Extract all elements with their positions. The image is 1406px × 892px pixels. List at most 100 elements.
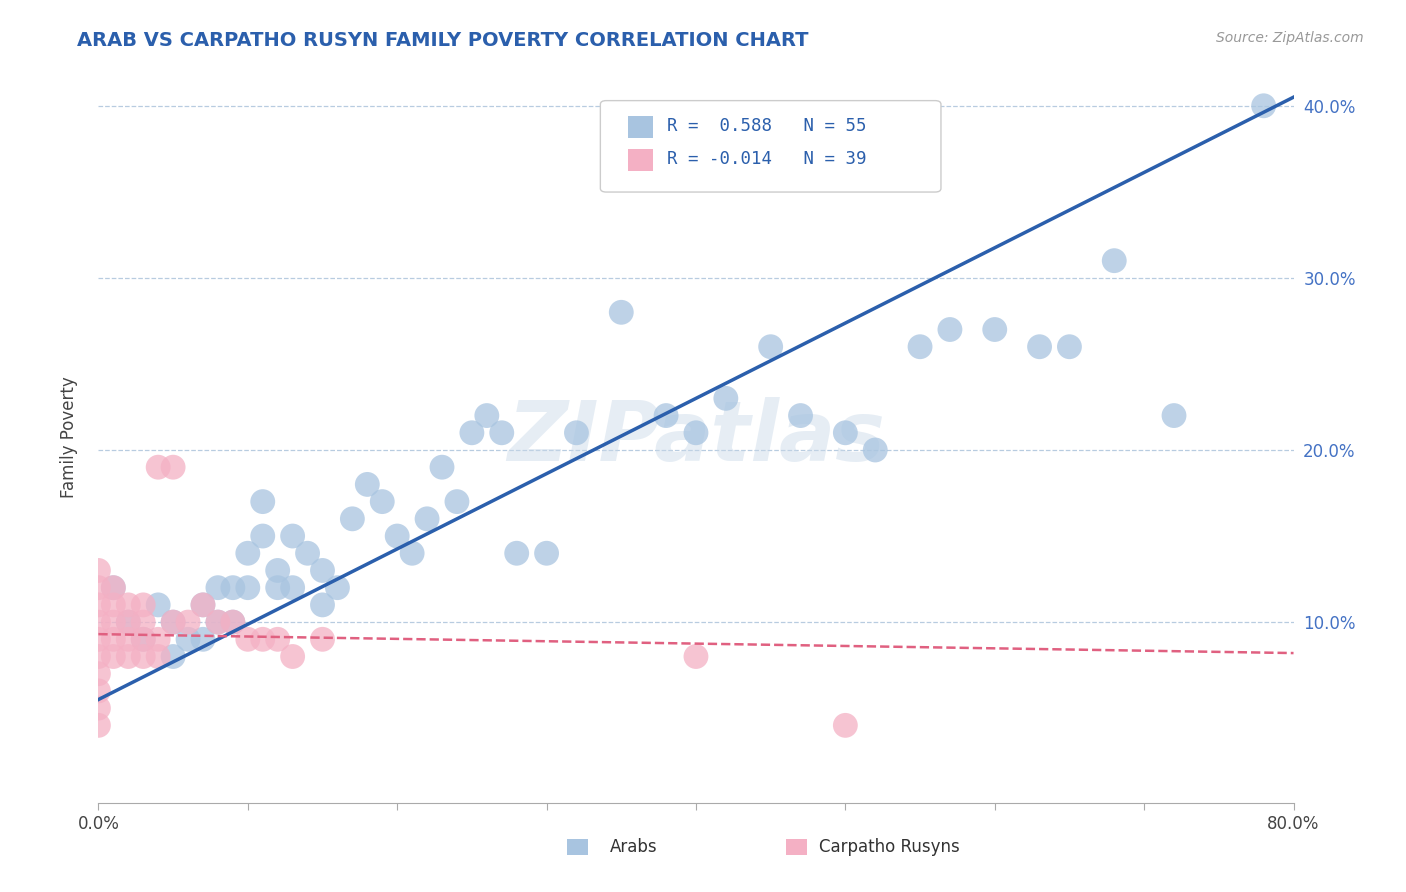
Point (342, 512, 364, 526)
Point (834, 425, 856, 440)
FancyBboxPatch shape (600, 101, 941, 192)
Point (87, 684, 110, 698)
Point (207, 581, 229, 595)
Point (789, 409, 811, 423)
Point (177, 615, 200, 629)
Point (236, 632, 259, 647)
Point (267, 632, 290, 647)
Text: Arabs: Arabs (610, 838, 658, 855)
Point (311, 564, 333, 578)
Point (610, 305, 633, 319)
Point (103, 649, 125, 664)
Point (506, 546, 529, 560)
Point (311, 598, 333, 612)
Point (117, 615, 139, 629)
Point (222, 615, 245, 629)
Bar (786, 839, 807, 855)
Point (416, 512, 439, 526)
Point (148, 460, 170, 475)
Point (103, 615, 125, 629)
Bar (567, 839, 589, 855)
Point (655, 409, 678, 423)
Point (222, 581, 245, 595)
Point (132, 632, 155, 647)
Point (475, 409, 498, 423)
Y-axis label: Family Poverty: Family Poverty (59, 376, 77, 498)
Point (1253, 99, 1275, 113)
Point (236, 581, 259, 595)
Bar (628, 116, 652, 138)
Point (371, 494, 394, 508)
Point (87, 718, 110, 732)
Point (132, 598, 155, 612)
Point (536, 546, 558, 560)
Point (132, 615, 155, 629)
Point (267, 564, 290, 578)
Point (1059, 340, 1081, 354)
Point (191, 598, 214, 612)
Text: ZIPatlas: ZIPatlas (508, 397, 884, 477)
Point (1028, 340, 1050, 354)
Point (252, 529, 274, 543)
Point (834, 718, 856, 732)
Point (191, 632, 214, 647)
Point (865, 442, 887, 457)
Text: Carpatho Rusyns: Carpatho Rusyns (820, 838, 960, 855)
Point (87, 581, 110, 595)
Point (385, 529, 409, 543)
Point (103, 598, 125, 612)
Point (162, 615, 184, 629)
Point (430, 460, 453, 475)
Point (565, 425, 588, 440)
Text: R = -0.014   N = 39: R = -0.014 N = 39 (668, 150, 866, 168)
Point (401, 546, 423, 560)
Point (117, 649, 139, 664)
Point (132, 632, 155, 647)
Point (461, 425, 484, 440)
Point (1163, 409, 1185, 423)
Point (117, 598, 139, 612)
Point (356, 477, 378, 491)
Point (162, 460, 184, 475)
Point (191, 598, 214, 612)
Point (297, 546, 319, 560)
Point (87, 615, 110, 629)
Text: R =  0.588   N = 55: R = 0.588 N = 55 (668, 117, 866, 136)
Point (132, 649, 155, 664)
Point (117, 615, 139, 629)
Point (87, 598, 110, 612)
Point (281, 581, 304, 595)
Point (714, 392, 737, 406)
Point (87, 632, 110, 647)
Point (281, 529, 304, 543)
Point (207, 615, 229, 629)
Point (207, 615, 229, 629)
Text: Source: ZipAtlas.com: Source: ZipAtlas.com (1216, 31, 1364, 45)
Point (103, 581, 125, 595)
Point (281, 649, 304, 664)
Point (491, 425, 513, 440)
Bar (628, 149, 652, 171)
Point (87, 666, 110, 681)
Point (908, 340, 931, 354)
Point (117, 632, 139, 647)
Point (311, 632, 333, 647)
Point (148, 649, 170, 664)
Point (326, 581, 349, 595)
Text: ARAB VS CARPATHO RUSYN FAMILY POVERTY CORRELATION CHART: ARAB VS CARPATHO RUSYN FAMILY POVERTY CO… (77, 31, 808, 50)
Point (103, 632, 125, 647)
Point (685, 649, 707, 664)
Point (162, 615, 184, 629)
Point (148, 598, 170, 612)
Point (984, 322, 1007, 336)
Point (87, 649, 110, 664)
Point (162, 649, 184, 664)
Point (252, 632, 274, 647)
Point (446, 494, 468, 508)
Point (236, 546, 259, 560)
Point (1104, 253, 1126, 268)
Point (87, 701, 110, 715)
Point (685, 425, 707, 440)
Point (939, 322, 962, 336)
Point (267, 581, 290, 595)
